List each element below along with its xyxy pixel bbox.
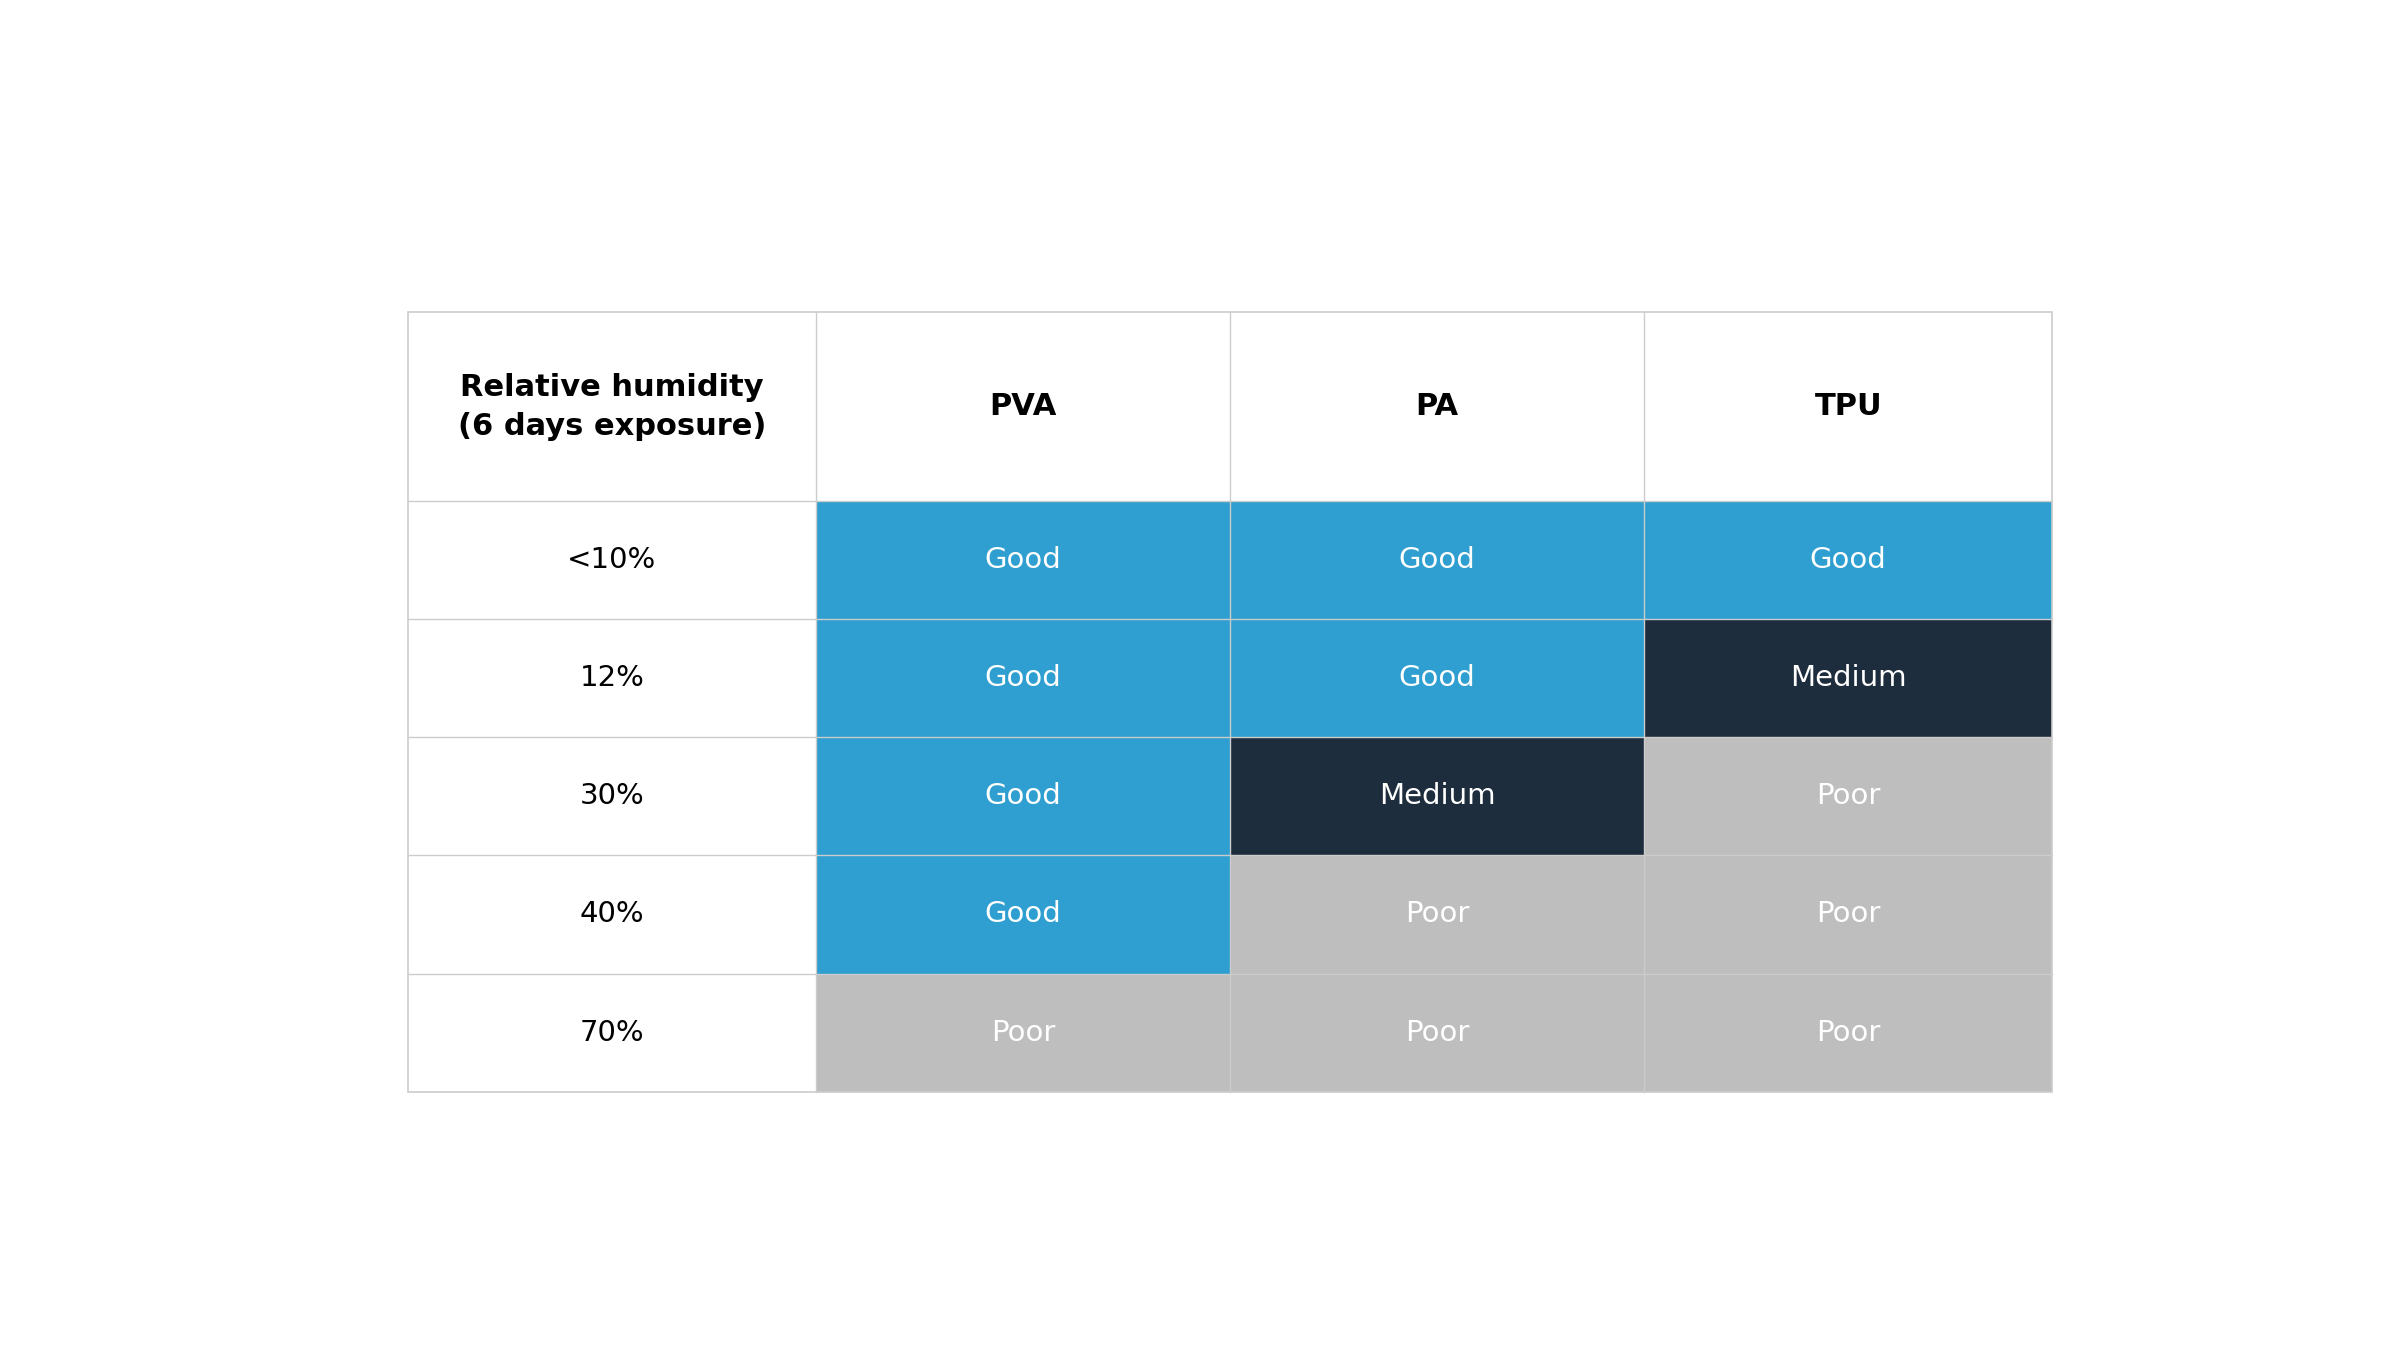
Bar — [1231, 738, 1644, 855]
Text: TPU: TPU — [1814, 393, 1882, 421]
Bar — [1644, 313, 2052, 502]
Text: Good: Good — [984, 665, 1061, 692]
Text: Poor: Poor — [991, 1018, 1056, 1047]
Text: Poor: Poor — [1404, 1018, 1469, 1047]
Bar — [408, 738, 816, 855]
Bar — [408, 313, 2052, 1091]
Text: <10%: <10% — [566, 546, 655, 575]
Bar — [408, 502, 816, 619]
Bar — [1644, 738, 2052, 855]
Bar — [408, 619, 816, 738]
Bar — [816, 738, 1231, 855]
Text: Poor: Poor — [1817, 782, 1882, 811]
Text: Medium: Medium — [1380, 782, 1495, 811]
Text: PA: PA — [1416, 393, 1459, 421]
Bar — [1644, 502, 2052, 619]
Text: Good: Good — [984, 546, 1061, 575]
Text: Medium: Medium — [1790, 665, 1906, 692]
Bar — [1644, 974, 2052, 1091]
Bar — [816, 619, 1231, 738]
Text: 30%: 30% — [578, 782, 643, 811]
Bar — [816, 974, 1231, 1091]
Bar — [408, 974, 816, 1091]
Text: Good: Good — [984, 901, 1061, 928]
Text: Relative humidity
(6 days exposure): Relative humidity (6 days exposure) — [458, 374, 766, 441]
Text: 70%: 70% — [578, 1018, 643, 1047]
Bar — [1231, 502, 1644, 619]
Text: Good: Good — [1399, 665, 1476, 692]
Bar — [408, 855, 816, 974]
Bar — [408, 313, 2052, 1091]
Text: 40%: 40% — [578, 901, 643, 928]
Bar — [816, 502, 1231, 619]
Text: Good: Good — [1810, 546, 1886, 575]
Bar — [1644, 619, 2052, 738]
Text: 12%: 12% — [578, 665, 643, 692]
Bar — [1644, 855, 2052, 974]
Text: PVA: PVA — [989, 393, 1056, 421]
Text: Poor: Poor — [1817, 901, 1882, 928]
Text: Good: Good — [984, 782, 1061, 811]
Bar — [1231, 855, 1644, 974]
Bar — [1231, 974, 1644, 1091]
Bar — [1231, 619, 1644, 738]
Text: Poor: Poor — [1817, 1018, 1882, 1047]
Text: Good: Good — [1399, 546, 1476, 575]
Bar — [816, 313, 1231, 502]
Bar — [1231, 313, 1644, 502]
Bar — [408, 313, 816, 502]
Text: Poor: Poor — [1404, 901, 1469, 928]
Bar — [816, 855, 1231, 974]
